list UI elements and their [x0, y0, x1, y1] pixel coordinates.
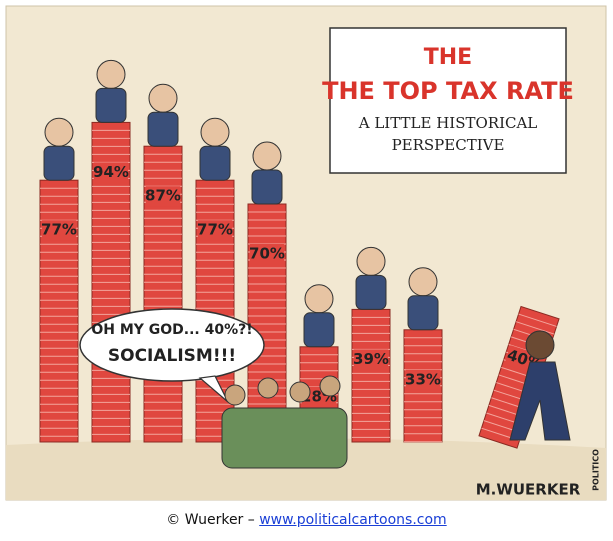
bar-group: 39% [351, 246, 391, 443]
publisher: POLITICO [592, 449, 601, 491]
value-label: 87% [145, 187, 181, 205]
label-bg [354, 349, 388, 370]
subtitle-box: A LITTLE HISTORICAL PERSPECTIVE [358, 114, 538, 154]
credit-prefix: © Wuerker – [166, 512, 255, 528]
value-label: 77% [197, 221, 233, 239]
title-line: THE [424, 45, 472, 70]
bar-group: 77% [39, 117, 79, 443]
bar [247, 203, 287, 443]
bar-group: 87% [143, 83, 183, 443]
title-box [329, 27, 567, 174]
bar-group: 70% [247, 141, 287, 443]
figure-head [525, 330, 555, 360]
figure-body [147, 111, 179, 147]
figure-body [355, 274, 387, 310]
value-label: 94% [93, 163, 129, 181]
label-bg [250, 244, 284, 264]
value-label: 33% [405, 370, 441, 388]
figure-head [224, 384, 246, 406]
figure-body [43, 145, 75, 181]
figure-head [200, 117, 230, 147]
brick-line [515, 321, 555, 335]
label-bg [198, 220, 232, 241]
figure-body [95, 87, 127, 123]
bar [351, 308, 391, 443]
figure-head [257, 377, 279, 399]
signature: M.WUERKER [476, 481, 581, 499]
label-bg [94, 162, 128, 183]
figure-head [44, 117, 74, 147]
brick-line [518, 313, 557, 327]
figure-bodies [221, 407, 348, 469]
credit-link[interactable]: www.politicalcartoons.com [259, 512, 447, 528]
value-label: 39% [353, 350, 389, 368]
speech-line: OH MY GOD... 40%?! [91, 322, 252, 338]
label-bg [406, 369, 440, 390]
speech-line: SOCIALISM!!! [108, 346, 236, 366]
chart-title: THE TOP TAX RATE [322, 77, 574, 105]
pusher [509, 330, 571, 441]
figure-head [356, 246, 386, 276]
crowd [221, 375, 348, 469]
label-bg [146, 186, 180, 207]
bar [39, 179, 79, 443]
value-label: 70% [249, 245, 285, 263]
figure-body [407, 295, 439, 331]
figure-body [251, 169, 283, 205]
speech-bubble [79, 308, 265, 382]
credit: © Wuerker – www.politicalcartoons.com [0, 512, 613, 528]
label-bg [42, 220, 76, 241]
ground [6, 438, 606, 500]
figure-head [319, 375, 341, 397]
bubble-tail [198, 375, 229, 403]
figure-head [96, 59, 126, 89]
bar-group: 33% [403, 267, 443, 443]
figure-head [148, 83, 178, 113]
bar-group: 94% [91, 59, 131, 443]
figure-head [289, 381, 311, 403]
value-label: 77% [41, 221, 77, 239]
figure-body [199, 145, 231, 181]
figure-head [408, 267, 438, 297]
figure-head [252, 141, 282, 171]
chart-subtitle: A LITTLE HISTORICAL PERSPECTIVE [358, 114, 538, 154]
figure-body [303, 312, 335, 348]
figure-head [304, 284, 334, 314]
cartoon: THE THE TOP TAX RATE A LITTLE HISTORICAL… [5, 5, 607, 501]
figure-body [509, 361, 571, 441]
